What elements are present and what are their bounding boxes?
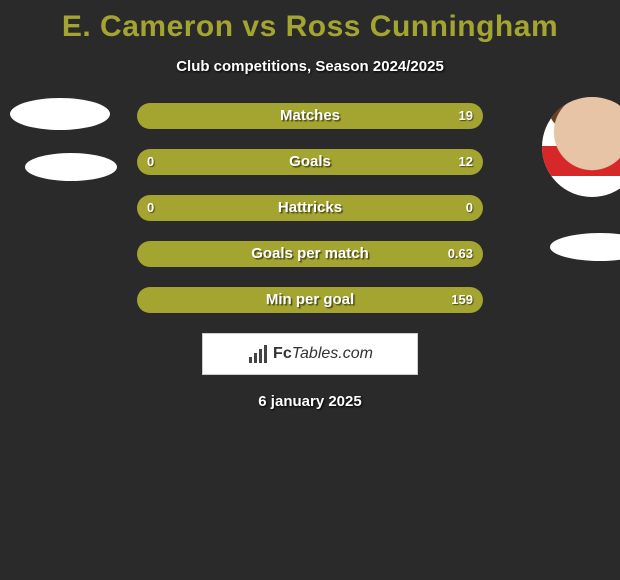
player-right-face-icon (542, 97, 620, 197)
player-right-avatar (542, 97, 620, 197)
stat-row-hattricks: 0 Hattricks 0 (137, 195, 483, 221)
watermark: FcTables.com (202, 333, 418, 375)
stat-label: Matches (137, 103, 483, 129)
stat-right-value: 0 (466, 195, 473, 221)
stat-right-value: 0.63 (448, 241, 473, 267)
subtitle: Club competitions, Season 2024/2025 (0, 58, 620, 75)
stat-label: Goals (137, 149, 483, 175)
stat-label: Goals per match (137, 241, 483, 267)
page-title: E. Cameron vs Ross Cunningham (0, 0, 620, 44)
stat-right-value: 159 (451, 287, 473, 313)
player-left-avatar-placeholder-1 (10, 98, 110, 130)
watermark-text: FcTables.com (273, 345, 373, 363)
player-left-avatar-placeholder-2 (25, 153, 117, 181)
stat-row-min-per-goal: Min per goal 159 (137, 287, 483, 313)
stat-right-value: 12 (459, 149, 473, 175)
stat-row-goals: 0 Goals 12 (137, 149, 483, 175)
watermark-bold: Fc (273, 345, 292, 362)
stat-label: Min per goal (137, 287, 483, 313)
stat-row-goals-per-match: Goals per match 0.63 (137, 241, 483, 267)
comparison-content: Matches 19 0 Goals 12 0 Hattricks 0 Goal… (0, 103, 620, 410)
player-right-shadow (550, 233, 620, 261)
stat-row-matches: Matches 19 (137, 103, 483, 129)
date-text: 6 january 2025 (0, 393, 620, 410)
bar-chart-icon (247, 345, 269, 363)
stat-right-value: 19 (459, 103, 473, 129)
stat-rows: Matches 19 0 Goals 12 0 Hattricks 0 Goal… (137, 103, 483, 313)
stat-label: Hattricks (137, 195, 483, 221)
watermark-rest: Tables.com (292, 345, 373, 362)
